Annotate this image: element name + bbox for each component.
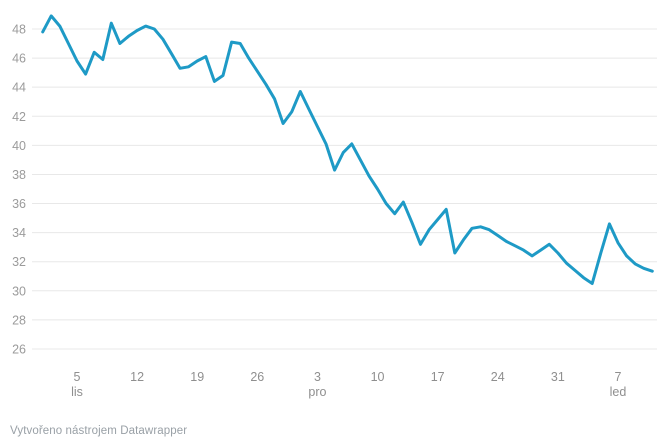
x-axis-label: 12	[130, 370, 144, 384]
x-axis-label: 5	[74, 370, 81, 384]
x-axis-label: 17	[431, 370, 445, 384]
x-axis-label: 10	[371, 370, 385, 384]
x-axis-month-label: pro	[308, 385, 326, 399]
y-axis-label: 30	[12, 284, 26, 298]
y-axis-label: 34	[12, 226, 26, 240]
x-axis-label: 24	[491, 370, 505, 384]
x-axis-month-label: lis	[71, 385, 83, 399]
y-axis-label: 32	[12, 255, 26, 269]
y-axis-label: 42	[12, 110, 26, 124]
x-axis-label: 26	[250, 370, 264, 384]
x-axis-label: 3	[314, 370, 321, 384]
y-axis-label: 44	[12, 81, 26, 95]
data-line	[41, 14, 654, 285]
y-axis-label: 40	[12, 139, 26, 153]
y-axis-label: 46	[12, 52, 26, 66]
x-axis-label: 19	[190, 370, 204, 384]
x-axis-label: 31	[551, 370, 565, 384]
datawrapper-attribution: Vytvořeno nástrojem Datawrapper	[10, 425, 188, 437]
x-axis-month-label: led	[610, 385, 627, 399]
x-axis-label: 7	[615, 370, 622, 384]
y-axis-label: 26	[12, 342, 26, 356]
y-axis-label: 36	[12, 197, 26, 211]
y-axis-label: 48	[12, 23, 26, 37]
y-axis-label: 38	[12, 168, 26, 182]
y-axis-label: 28	[12, 313, 26, 327]
